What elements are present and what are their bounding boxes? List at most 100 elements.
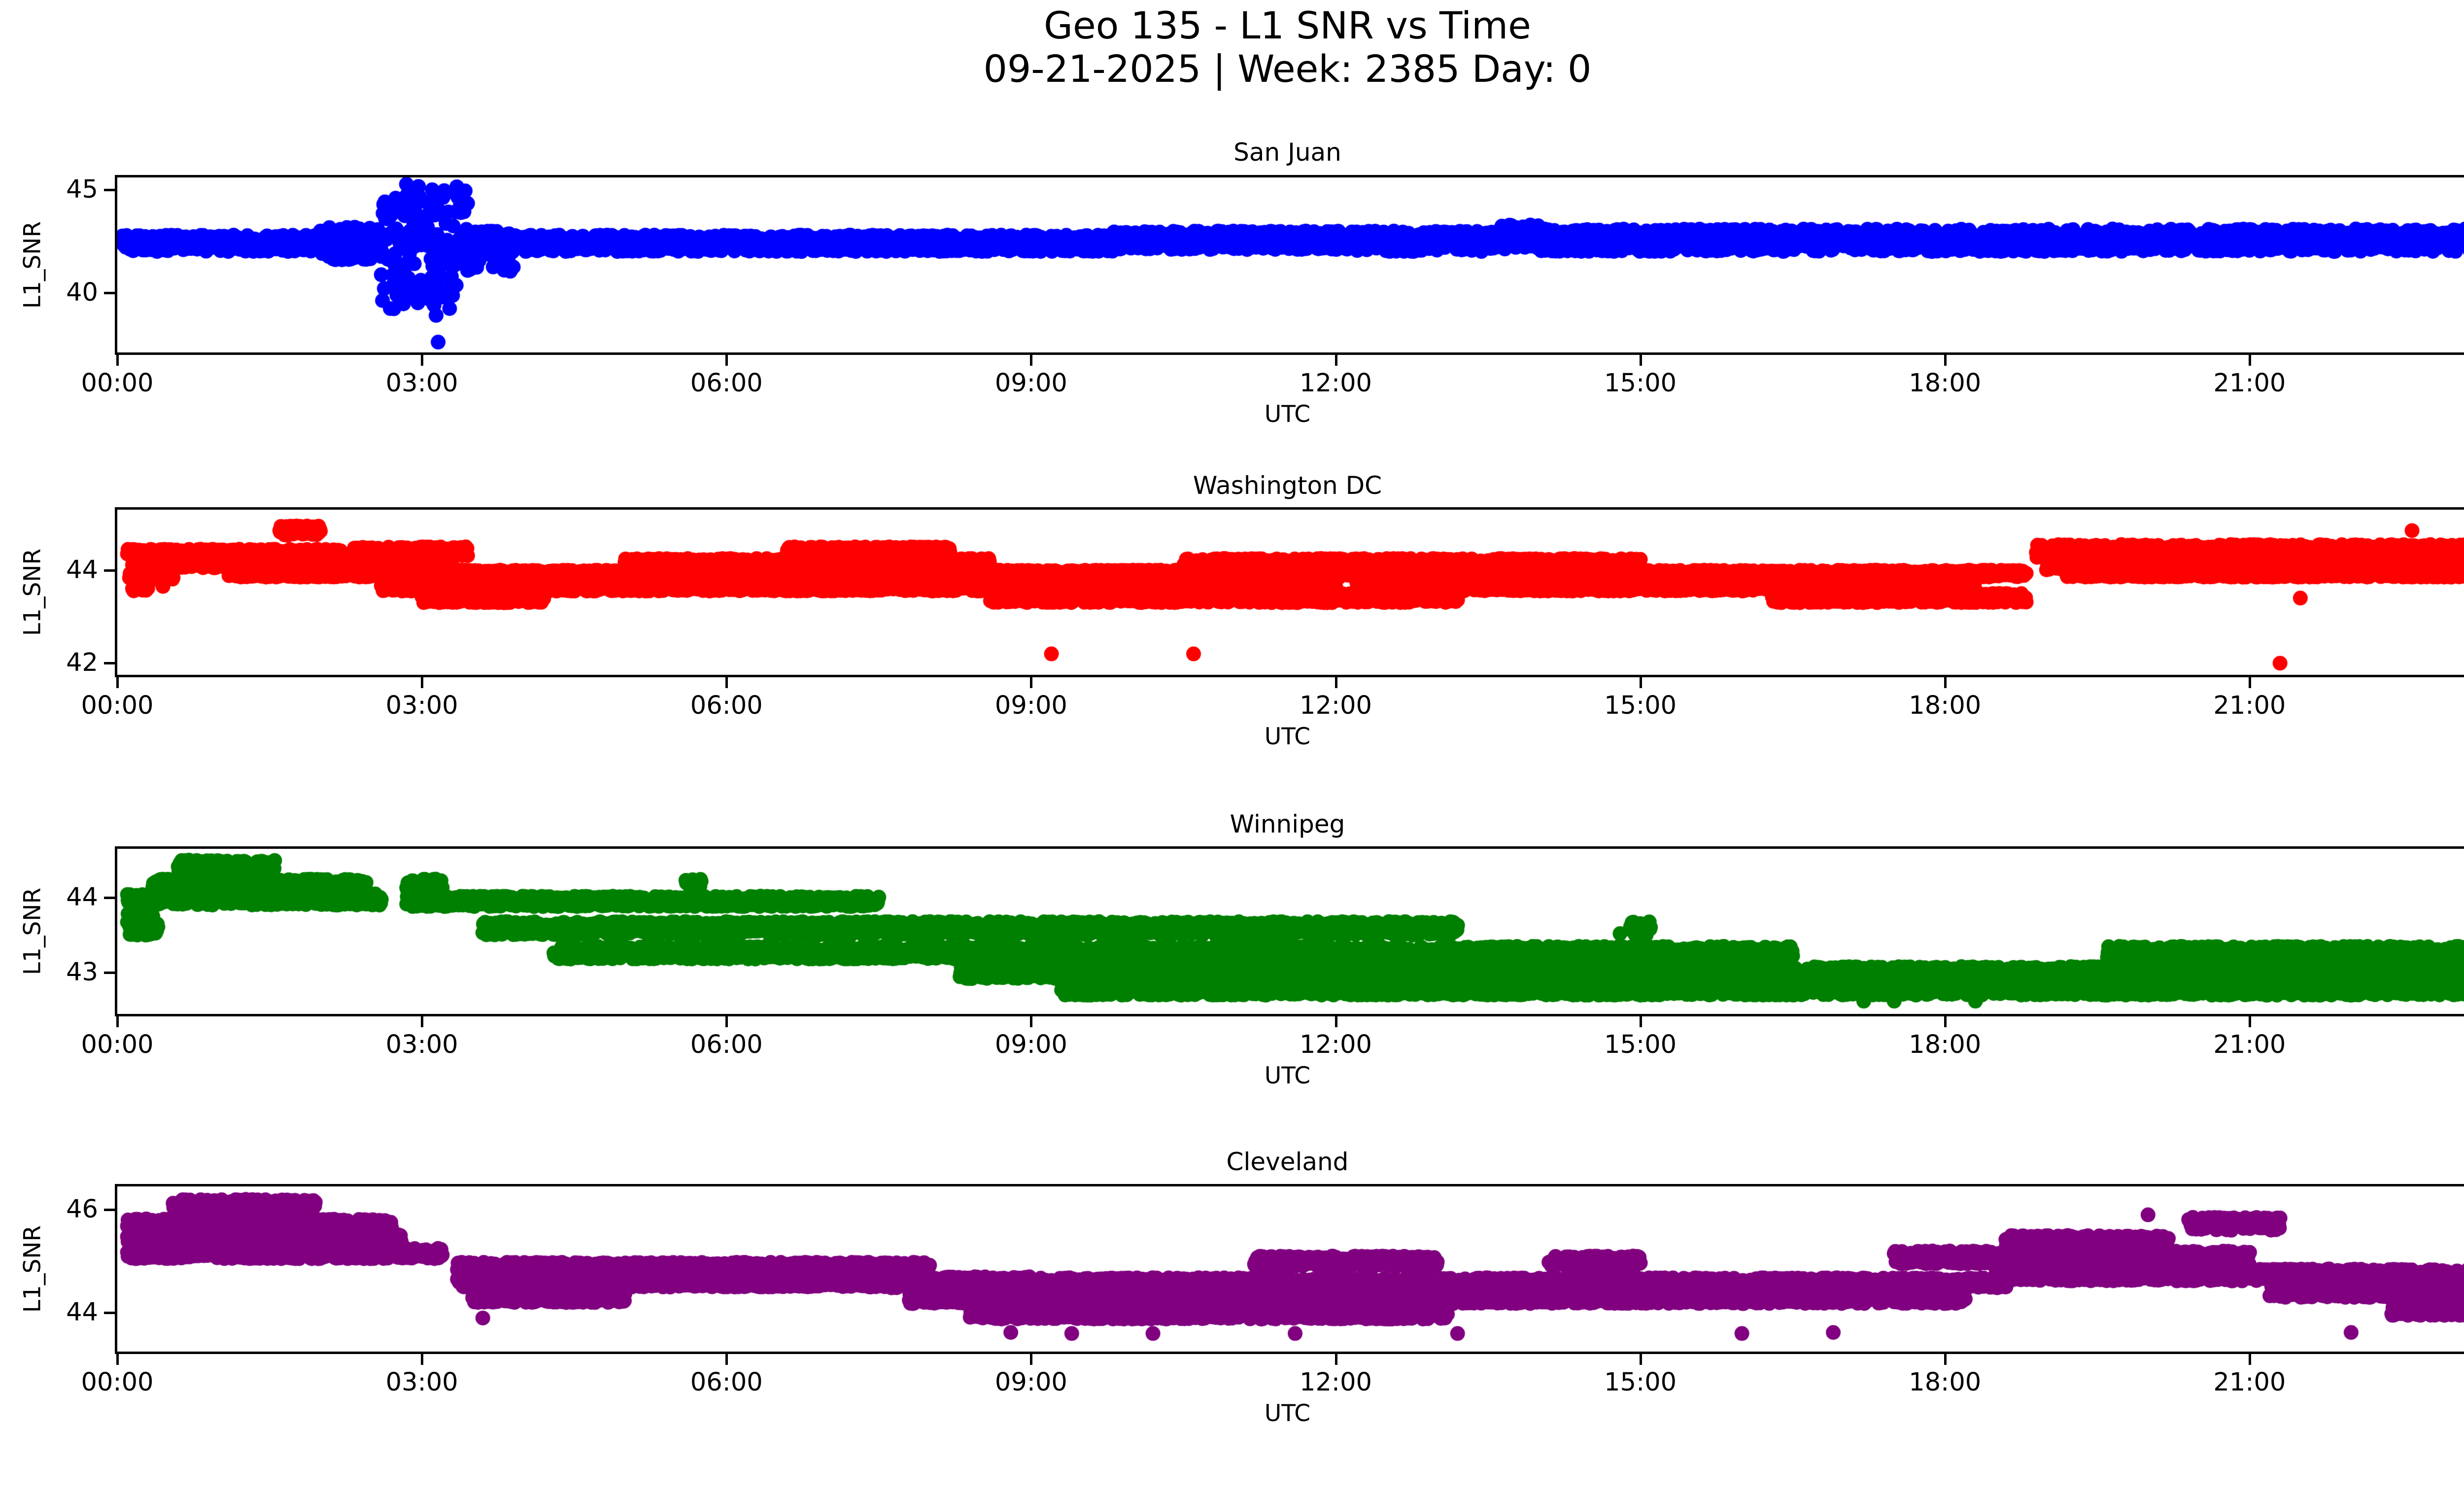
y-tick-mark xyxy=(104,972,115,974)
figure-title-line-2: 09-21-2025 | Week: 2385 Day: 0 xyxy=(983,47,1592,91)
x-tick-label: 06:00 xyxy=(690,691,763,720)
x-tick-mark xyxy=(1335,677,1337,688)
x-tick-mark xyxy=(1030,677,1033,688)
subplot-title: San Juan xyxy=(1233,138,1341,167)
x-tick-label: 21:00 xyxy=(2213,691,2286,720)
x-tick-label: 09:00 xyxy=(994,691,1067,720)
x-tick-mark xyxy=(421,1354,424,1365)
x-tick-mark xyxy=(1944,1354,1947,1365)
x-tick-label: 15:00 xyxy=(1604,1030,1677,1059)
scatter-layer xyxy=(117,1186,2464,1352)
x-tick-label: 21:00 xyxy=(2213,1368,2286,1397)
x-tick-label: 09:00 xyxy=(994,1030,1067,1059)
x-tick-label: 09:00 xyxy=(994,369,1067,398)
plot-area xyxy=(115,507,2464,677)
y-axis-label: L1_SNR xyxy=(19,887,46,975)
y-tick-label: 46 xyxy=(66,1195,98,1224)
x-tick-label: 00:00 xyxy=(81,1368,154,1397)
scatter-layer xyxy=(117,177,2464,352)
y-tick-mark xyxy=(104,569,115,572)
x-tick-label: 00:00 xyxy=(81,369,154,398)
x-tick-label: 18:00 xyxy=(1909,1030,1982,1059)
x-tick-mark xyxy=(421,677,424,688)
subplot-title: Washington DC xyxy=(1193,471,1382,500)
subplot-title: Winnipeg xyxy=(1230,810,1345,838)
y-tick-label: 44 xyxy=(66,1298,98,1327)
x-tick-mark xyxy=(1639,1354,1642,1365)
x-tick-label: 00:00 xyxy=(81,1030,154,1059)
x-tick-label: 18:00 xyxy=(1909,691,1982,720)
x-tick-label: 12:00 xyxy=(1300,1030,1372,1059)
x-tick-mark xyxy=(1639,1016,1642,1027)
x-axis-label: UTC xyxy=(1264,401,1311,428)
y-axis-label: L1_SNR xyxy=(19,1225,46,1313)
y-axis-label: L1_SNR xyxy=(19,548,46,636)
y-tick-mark xyxy=(104,896,115,899)
x-tick-label: 06:00 xyxy=(690,1030,763,1059)
x-axis-label: UTC xyxy=(1264,1400,1311,1427)
x-tick-mark xyxy=(1639,677,1642,688)
x-tick-label: 09:00 xyxy=(994,1368,1067,1397)
y-axis-label: L1_SNR xyxy=(19,221,46,309)
x-tick-mark xyxy=(1944,1016,1947,1027)
x-tick-label: 12:00 xyxy=(1300,691,1372,720)
x-tick-label: 06:00 xyxy=(690,369,763,398)
figure-title-line-1: Geo 135 - L1 SNR vs Time xyxy=(1044,3,1531,47)
x-tick-label: 21:00 xyxy=(2213,1030,2286,1059)
x-tick-label: 18:00 xyxy=(1909,1368,1982,1397)
x-tick-mark xyxy=(725,1354,728,1365)
plot-area xyxy=(115,846,2464,1016)
y-tick-label: 43 xyxy=(66,958,98,987)
x-tick-mark xyxy=(421,1016,424,1027)
x-tick-mark xyxy=(1030,355,1033,366)
x-tick-label: 12:00 xyxy=(1300,1368,1372,1397)
x-tick-mark xyxy=(116,1016,119,1027)
x-tick-mark xyxy=(1335,355,1337,366)
x-tick-mark xyxy=(1030,1354,1033,1365)
x-tick-label: 03:00 xyxy=(385,691,458,720)
y-tick-label: 40 xyxy=(66,278,98,307)
x-tick-label: 03:00 xyxy=(385,369,458,398)
y-tick-mark xyxy=(104,1209,115,1212)
y-tick-mark xyxy=(104,189,115,192)
subplot-title: Cleveland xyxy=(1226,1147,1349,1176)
x-tick-label: 15:00 xyxy=(1604,369,1677,398)
x-tick-label: 03:00 xyxy=(385,1368,458,1397)
x-tick-mark xyxy=(116,1354,119,1365)
x-tick-mark xyxy=(116,355,119,366)
x-tick-mark xyxy=(725,355,728,366)
x-tick-mark xyxy=(1944,355,1947,366)
plot-area xyxy=(115,1184,2464,1354)
x-tick-label: 15:00 xyxy=(1604,1368,1677,1397)
x-tick-label: 03:00 xyxy=(385,1030,458,1059)
y-tick-mark xyxy=(104,291,115,294)
x-axis-label: UTC xyxy=(1264,1062,1311,1089)
x-tick-label: 21:00 xyxy=(2213,369,2286,398)
y-tick-label: 44 xyxy=(66,882,98,912)
x-tick-mark xyxy=(725,1016,728,1027)
y-tick-mark xyxy=(104,662,115,665)
y-tick-label: 42 xyxy=(66,648,98,678)
x-tick-mark xyxy=(1944,677,1947,688)
x-tick-label: 06:00 xyxy=(690,1368,763,1397)
x-tick-mark xyxy=(421,355,424,366)
x-tick-mark xyxy=(2248,1354,2251,1365)
y-tick-mark xyxy=(104,1312,115,1315)
x-tick-label: 18:00 xyxy=(1909,369,1982,398)
x-tick-mark xyxy=(1639,355,1642,366)
plot-area xyxy=(115,175,2464,355)
scatter-layer xyxy=(117,510,2464,675)
x-tick-mark xyxy=(1335,1016,1337,1027)
x-tick-mark xyxy=(2248,1016,2251,1027)
figure-title: Geo 135 - L1 SNR vs Time 09-21-2025 | We… xyxy=(0,4,2464,91)
x-tick-mark xyxy=(116,677,119,688)
x-tick-label: 15:00 xyxy=(1604,691,1677,720)
x-tick-mark xyxy=(1030,1016,1033,1027)
y-tick-label: 45 xyxy=(66,175,98,205)
x-tick-label: 00:00 xyxy=(81,691,154,720)
